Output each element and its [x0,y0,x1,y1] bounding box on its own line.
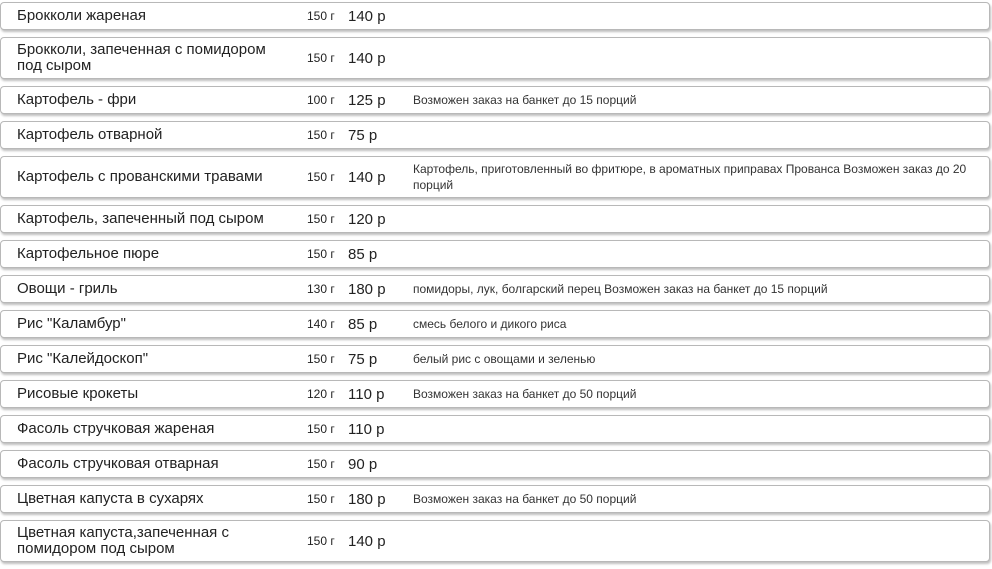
item-name: Рис "Каламбур" [17,315,126,332]
item-weight: 150 г [307,170,335,184]
item-name: Картофель с прованскими травами [17,168,263,185]
menu-item: Цветная капуста,запеченная с помидором п… [0,520,990,562]
menu-item: Цветная капуста в сухарях 150 г 180 р Возмо… [0,485,990,513]
item-weight: 150 г [307,492,335,506]
menu-item: Фасоль стручковая отварная 150 г 90 р [0,450,990,478]
item-weight: 130 г [307,282,335,296]
item-price: 140 р [348,532,386,550]
menu-item: Брокколи, запеченная с помидором под сыр… [0,37,990,79]
item-name: Фасоль стручковая отварная [17,455,219,472]
item-description: Возможен заказ на банкет до 50 порций [413,492,637,506]
item-name: Рис "Калейдоскоп" [17,350,149,367]
item-price: 140 р [348,49,386,67]
item-price: 85 р [348,315,378,333]
menu-item: Рис "Калейдоскоп" 150 г 75 р белый рис с ов… [0,345,990,373]
menu-item: Картофель - фри 100 г 125 р Возможен заказ … [0,86,990,114]
item-description: Возможен заказ на банкет до 15 порций [413,93,637,107]
item-name: Картофель отварной [17,126,163,143]
item-weight: 150 г [307,128,335,142]
item-price: 90 р [348,455,378,473]
item-weight: 150 г [307,534,335,548]
menu-item: Картофель, запеченный под сыром 150 г 120 … [0,205,990,233]
item-price: 85 р [348,245,378,263]
item-name: Брокколи жареная [17,7,146,24]
item-weight: 150 г [307,247,335,261]
item-name: Брокколи, запеченная с помидором под сыр… [17,41,266,74]
item-weight: 150 г [307,352,335,366]
item-weight: 150 г [307,9,335,23]
item-description: Картофель, приготовленный во фритюре, в … [413,162,967,192]
item-weight: 100 г [307,93,335,107]
item-description: белый рис с овощами и зеленью [413,352,596,366]
item-name: Фасоль стручковая жареная [17,420,215,437]
item-name: Картофель - фри [17,91,137,108]
menu-item: Картофель с прованскими травами 150 г 140 … [0,156,990,198]
item-description: помидоры, лук, болгарский перец Возможен… [413,282,828,296]
menu-item: Овощи - гриль 130 г 180 р помидоры, лук, бо… [0,275,990,303]
item-weight: 150 г [307,212,335,226]
item-price: 180 р [348,280,386,298]
item-weight: 150 г [307,51,335,65]
menu-item: Рисовые крокеты 120 г 110 р Возможен заказ … [0,380,990,408]
item-name: Овощи - гриль [17,280,118,297]
menu-item: Картофель отварной 150 г 75 р [0,121,990,149]
item-price: 140 р [348,168,386,186]
item-name: Картофельное пюре [17,245,160,262]
item-price: 125 р [348,91,386,109]
item-description: смесь белого и дикого риса [413,317,567,331]
menu-item: Рис "Каламбур" 140 г 85 р смесь белого и ди… [0,310,990,338]
item-price: 140 р [348,7,386,25]
item-weight: 120 г [307,387,335,401]
menu-item: Картофельное пюре 150 г 85 р [0,240,990,268]
item-name: Цветная капуста,запеченная с помидором п… [17,524,229,557]
item-name: Рисовые крокеты [17,385,139,402]
item-weight: 140 г [307,317,335,331]
item-weight: 150 г [307,457,335,471]
item-price: 75 р [348,350,378,368]
item-name: Картофель, запеченный под сыром [17,210,264,227]
item-weight: 150 г [307,422,335,436]
item-price: 110 р [348,420,385,438]
menu-item: Фасоль стручковая жареная 150 г 110 р [0,415,990,443]
menu-item: Брокколи жареная 150 г 140 р [0,2,990,30]
item-name: Цветная капуста в сухарях [17,490,204,507]
item-price: 75 р [348,126,378,144]
item-description: Возможен заказ на банкет до 50 порций [413,387,637,401]
item-price: 110 р [348,385,385,403]
item-price: 120 р [348,210,386,228]
item-price: 180 р [348,490,386,508]
